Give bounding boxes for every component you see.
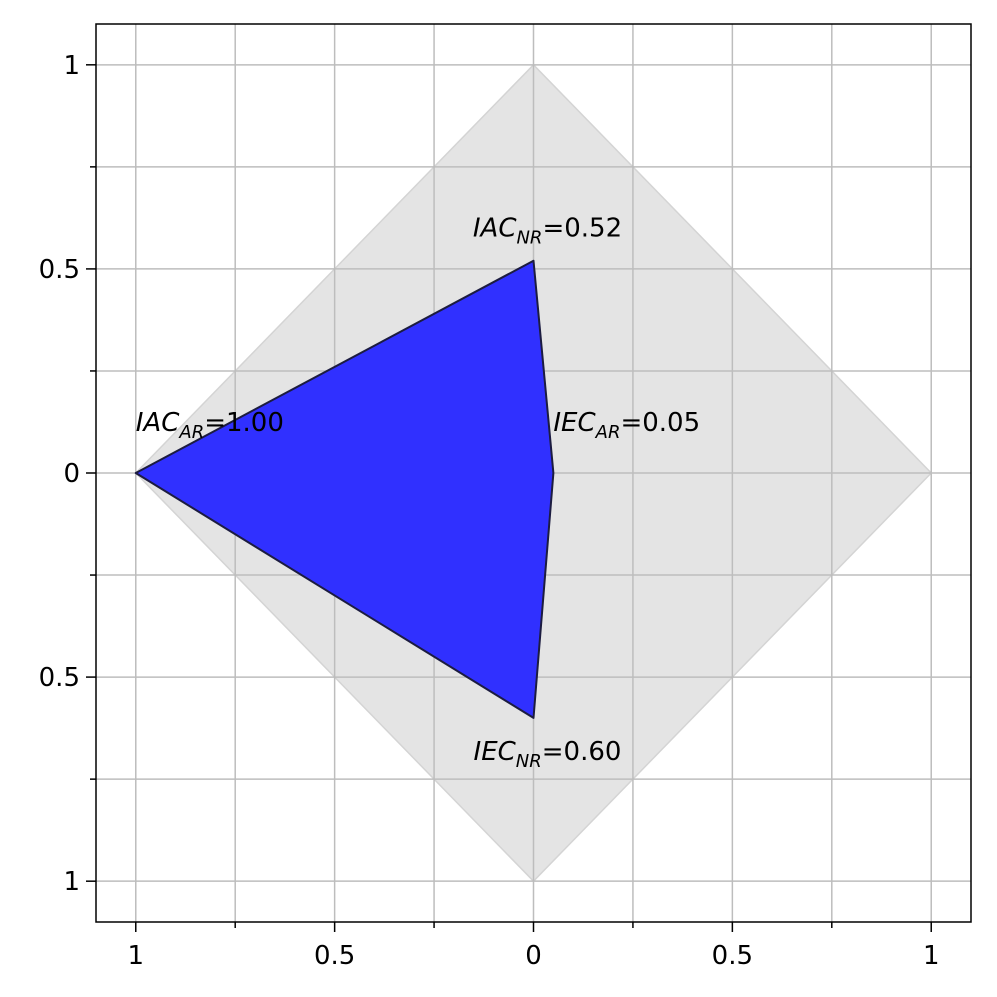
y-tick-label: 0.5 xyxy=(39,255,80,285)
x-tick-label: 1 xyxy=(127,941,144,971)
vertex-label: IACAR=1.00 xyxy=(136,408,284,443)
label-sub: NR xyxy=(516,228,542,249)
plot-frame xyxy=(95,23,972,923)
x-tick-label: 0.5 xyxy=(712,941,753,971)
label-sub: AR xyxy=(595,422,621,443)
x-tick-label: 1 xyxy=(923,941,940,971)
label-value: =0.52 xyxy=(542,214,622,244)
label-main: IEC xyxy=(553,408,596,438)
label-main: IEC xyxy=(474,737,517,767)
label-main: IAC xyxy=(473,214,517,244)
y-tick-label: 0 xyxy=(63,459,80,489)
y-tick-label: 1 xyxy=(63,51,80,81)
y-tick-label: 0.5 xyxy=(39,663,80,693)
value-polygon xyxy=(134,259,555,719)
label-sub: NR xyxy=(516,751,542,772)
label-sub: AR xyxy=(178,422,204,443)
x-tick-label: 0.5 xyxy=(314,941,355,971)
y-tick-label: 1 xyxy=(63,867,80,897)
vertex-label: IACNR=0.52 xyxy=(473,214,622,249)
x-tick-label: 0 xyxy=(525,941,542,971)
label-value: =1.00 xyxy=(204,408,284,438)
label-value: =0.60 xyxy=(542,737,622,767)
vertex-label: IECAR=0.05 xyxy=(553,408,700,443)
label-main: IAC xyxy=(136,408,180,438)
vertex-label: IECNR=0.60 xyxy=(474,737,622,772)
label-value: =0.05 xyxy=(620,408,700,438)
